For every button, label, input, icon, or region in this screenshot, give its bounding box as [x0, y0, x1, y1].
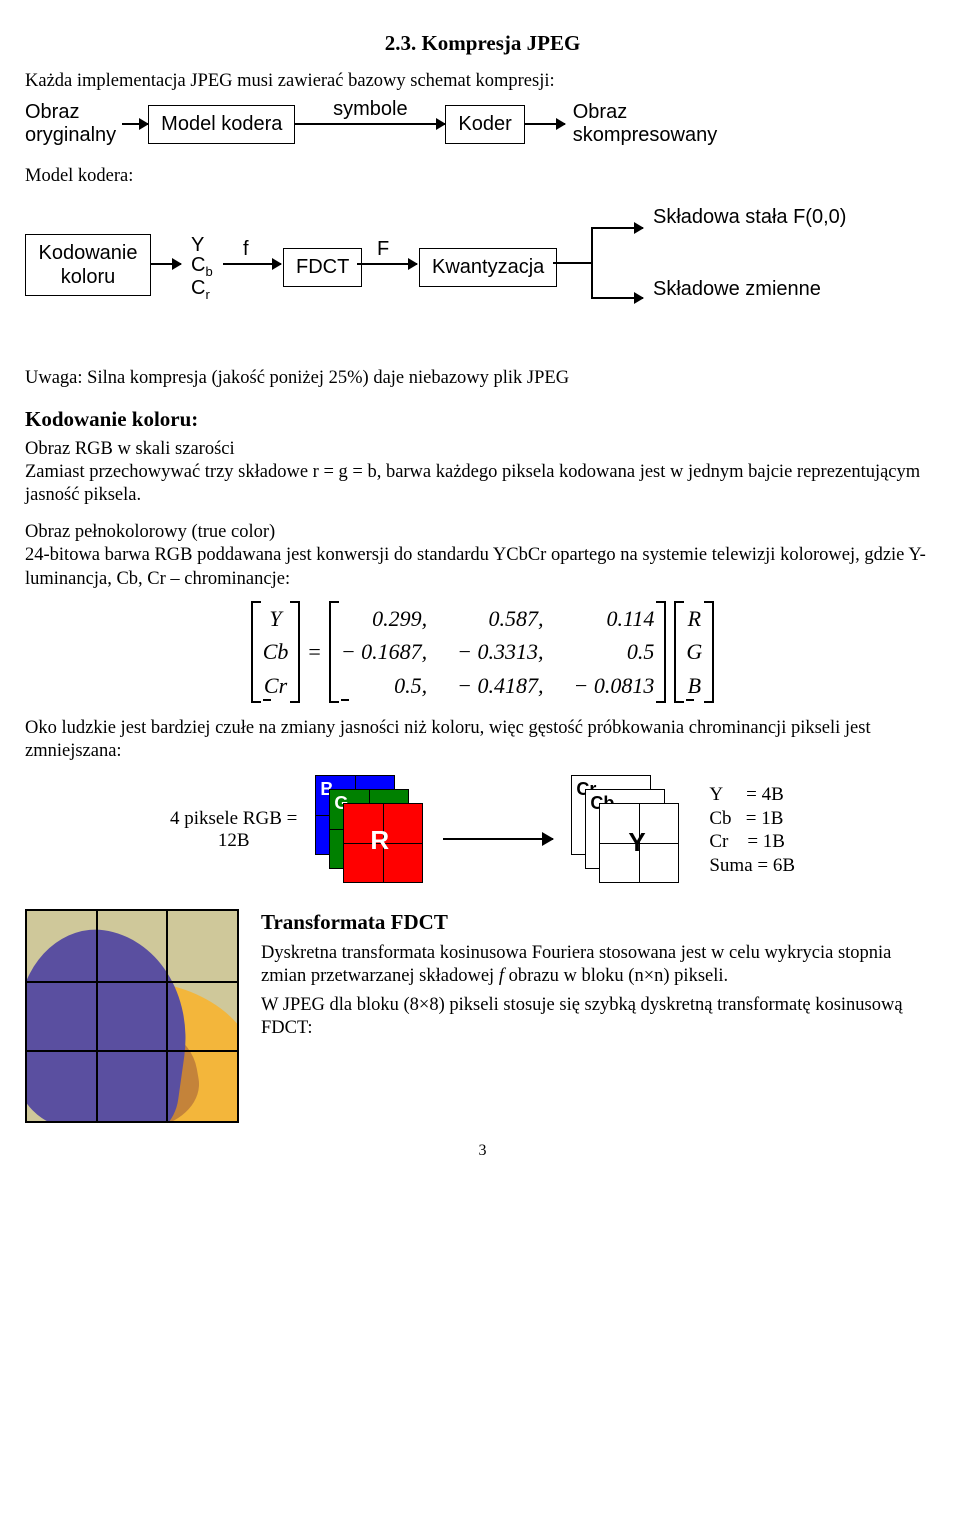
rgb-legend: 4 piksele RGB = 12B: [170, 808, 297, 854]
subsampling-diagram: 4 piksele RGB = 12B B G R Cr Cb Y Y = 4B…: [25, 775, 940, 885]
arrow: [357, 263, 417, 265]
intro-text: Każda implementacja JPEG musi zawierać b…: [25, 70, 940, 93]
input-label: Obraz oryginalny: [25, 101, 116, 147]
ycbcr-bytes-legend: Y = 4B Cb = 1B Cr = 1B Suma = 6B: [709, 783, 795, 878]
dct-block-illustration: [25, 909, 239, 1123]
rgb-planes: B G R: [315, 775, 425, 885]
encoder-flow-top: Obraz oryginalny Model kodera symbole Ko…: [25, 101, 940, 147]
arrow: symbole: [295, 123, 445, 125]
ac-output-label: Składowe zmienne: [653, 277, 821, 302]
compression-note: Uwaga: Silna kompresja (jakość poniżej 2…: [25, 367, 940, 390]
model-kodera-label: Model kodera:: [25, 165, 940, 188]
fdct-box: FDCT: [283, 248, 362, 287]
arrow-label-symbole: symbole: [333, 97, 407, 122]
arrow: [591, 227, 643, 229]
section-title: 2.3. Kompresja JPEG: [25, 30, 940, 56]
truecolor-head: Obraz pełnokolorowy (true color): [25, 521, 940, 544]
ycbcr-planes: Cr Cb Y: [571, 775, 691, 885]
fdct-para-1: Dyskretna transformata kosinusowa Fourie…: [261, 942, 940, 988]
arrow: [443, 838, 553, 840]
koder-box: Koder: [445, 105, 524, 144]
arrow: [525, 123, 565, 125]
grayscale-desc: Zamiast przechowywać trzy składowe r = g…: [25, 461, 940, 507]
output-label: Obraz skompresowany: [573, 101, 718, 147]
page-number: 3: [25, 1141, 940, 1161]
grayscale-head: Obraz RGB w skali szarości: [25, 438, 940, 461]
kwantyzacja-box: Kwantyzacja: [419, 248, 557, 287]
truecolor-desc: 24-bitowa barwa RGB poddawana jest konwe…: [25, 544, 940, 590]
fdct-section: Transformata FDCT Dyskretna transformata…: [25, 909, 940, 1123]
ycbcr-matrix-equation: Y Cb Cr = 0.299,0.587,0.114 − 0.1687,− 0…: [25, 601, 940, 704]
model-kodera-flow: Kodowanie koloru Y Cb Cr Y Cb Cr f FDCT …: [25, 191, 940, 361]
eye-sensitivity-text: Oko ludzkie jest bardziej czułe na zmian…: [25, 717, 940, 763]
arrow: [151, 263, 181, 265]
arrow-label-f: f: [243, 237, 249, 262]
color-coding-head: Kodowanie koloru:: [25, 406, 940, 432]
arrow-label-F: F: [377, 237, 389, 262]
dc-output-label: Składowa stała F(0,0): [653, 205, 846, 230]
arrow: [591, 297, 643, 299]
arrow: [223, 263, 281, 265]
fdct-para-2: W JPEG dla bloku (8×8) pikseli stosuje s…: [261, 994, 940, 1040]
kodowanie-koloru-box: Kodowanie koloru: [25, 234, 151, 296]
model-kodera-box: Model kodera: [148, 105, 295, 144]
arrow: [122, 123, 148, 125]
fdct-head: Transformata FDCT: [261, 909, 940, 935]
